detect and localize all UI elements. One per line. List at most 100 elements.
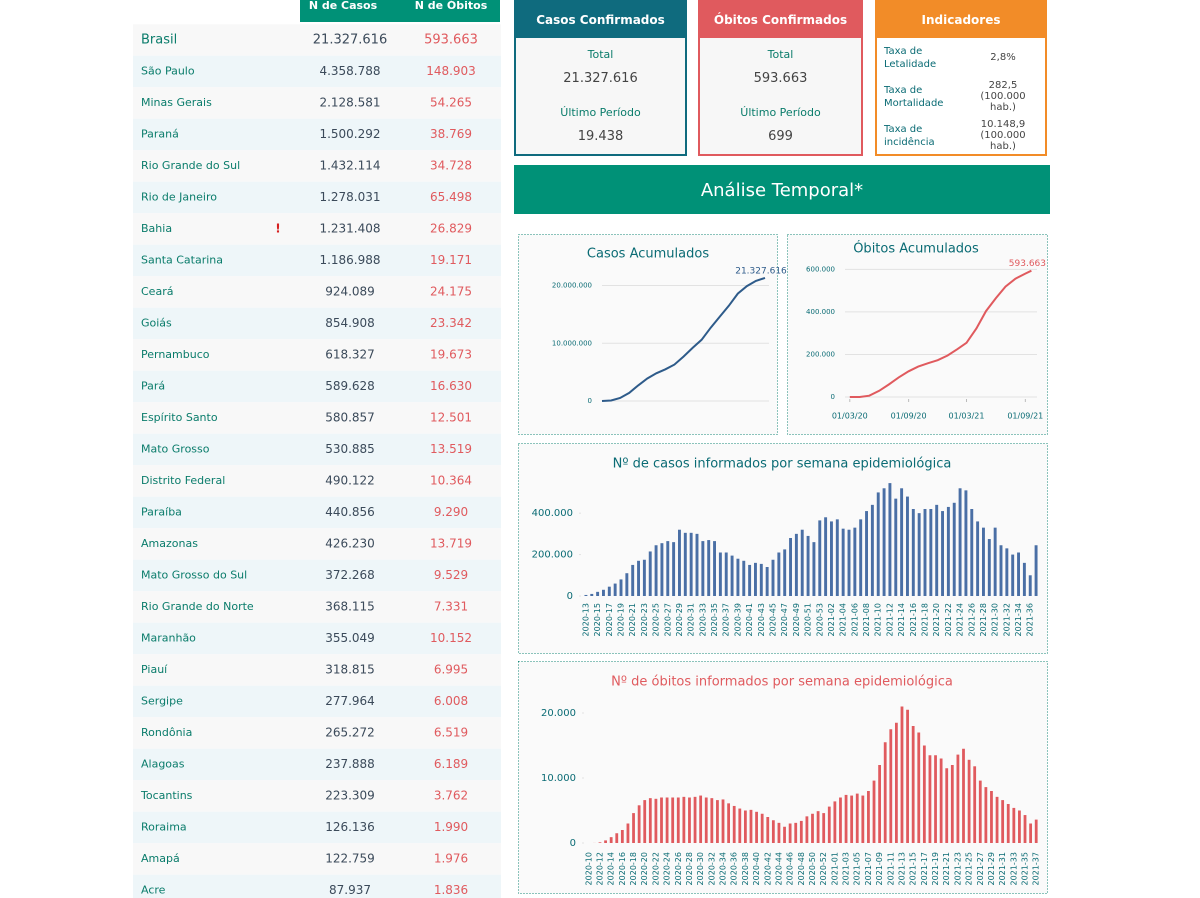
cases-cell: 1.432.114 — [319, 159, 380, 173]
bar — [841, 528, 845, 596]
bar — [710, 798, 714, 843]
bar — [811, 813, 814, 843]
row-bg — [133, 55, 501, 88]
cases-cell: 618.327 — [325, 348, 375, 362]
deaths-card: Óbitos Confirmados Total 593.663 Último … — [698, 0, 863, 156]
state-name: Bahia — [141, 222, 172, 235]
state-name: Mato Grosso — [141, 443, 210, 456]
bar — [882, 488, 886, 596]
bar — [950, 765, 954, 843]
bar — [1029, 823, 1033, 843]
bar — [935, 504, 939, 596]
bar — [805, 816, 809, 843]
row-bg — [133, 276, 501, 308]
bar — [777, 552, 781, 596]
state-name: Pará — [141, 380, 165, 393]
header-deaths[interactable]: N de Óbitos — [415, 0, 488, 12]
bar — [945, 768, 949, 843]
section-title: Análise Temporal* — [514, 165, 1050, 214]
bar — [816, 811, 820, 843]
cases-cell: 589.628 — [325, 379, 375, 393]
bar — [1005, 548, 1009, 596]
row-bg — [133, 244, 501, 277]
bar — [970, 509, 974, 596]
deaths-cell: 16.630 — [430, 379, 472, 393]
bar — [724, 552, 728, 596]
bar — [783, 826, 786, 843]
bar — [976, 521, 980, 596]
card-title: Casos Confirmados — [516, 0, 685, 38]
header-cases[interactable]: N de Casos — [309, 0, 378, 12]
bar — [609, 837, 613, 843]
y-tick-label: 200.000 — [806, 350, 835, 358]
x-tick-label: 2020-44 — [774, 852, 783, 885]
deaths-cell: 23.342 — [430, 316, 472, 330]
x-tick-label: 2020-26 — [674, 852, 683, 885]
deaths-cell: 1.976 — [434, 852, 468, 866]
bar — [888, 483, 892, 596]
x-tick-label: 01/09/20 — [891, 412, 927, 421]
row-bg — [133, 150, 501, 182]
state-name: Paraná — [141, 128, 179, 141]
row-bg — [133, 622, 501, 655]
x-tick-label: 2021-10 — [874, 603, 883, 636]
card-label: Total — [587, 48, 614, 61]
card-value: 21.327.616 — [563, 71, 638, 86]
y-tick-label: 0 — [567, 591, 573, 602]
x-tick-label: 2021-23 — [953, 852, 962, 885]
x-tick-label: 2021-20 — [932, 603, 941, 636]
bar — [800, 529, 804, 596]
x-tick-label: 2021-05 — [853, 852, 862, 885]
bar — [759, 563, 763, 596]
x-tick-label: 2020-49 — [792, 603, 801, 636]
bar — [917, 513, 921, 596]
y-tick-label: 20.000 — [541, 708, 576, 719]
deaths-cell: 6.519 — [434, 726, 468, 740]
bar — [598, 842, 602, 843]
cases-cell: 223.309 — [325, 789, 375, 803]
x-tick-label: 2020-22 — [651, 852, 660, 885]
bar — [928, 755, 932, 843]
card-value: 19.438 — [577, 129, 624, 144]
bar — [1001, 800, 1005, 843]
chart-box — [518, 661, 1048, 894]
bar — [632, 813, 635, 843]
row-bg — [133, 874, 501, 898]
x-tick-label: 2021-07 — [864, 852, 873, 885]
bar — [929, 509, 933, 596]
cases-cell: 265.272 — [325, 726, 375, 740]
row-bg — [133, 843, 501, 875]
y-tick-label: 20.000.000 — [552, 282, 592, 290]
annotation: 21.327.616 — [735, 266, 787, 276]
row-bg — [133, 307, 501, 340]
x-tick-label: 2020-19 — [617, 603, 626, 636]
bar — [716, 800, 719, 843]
bar — [900, 488, 904, 596]
x-tick-label: 2020-38 — [741, 852, 750, 885]
state-name: Ceará — [141, 285, 173, 298]
bar — [865, 511, 868, 596]
bar — [637, 805, 641, 843]
cases-cell: 122.759 — [325, 852, 375, 866]
cases-cell: 126.136 — [325, 820, 375, 834]
indicator-value: 282,5 (100.000 hab.) — [980, 80, 1026, 113]
bar — [732, 805, 736, 843]
bar — [688, 797, 691, 843]
x-tick-label: 2020-37 — [722, 603, 731, 636]
state-name: Acre — [141, 884, 166, 897]
bar — [962, 748, 965, 843]
bar — [794, 822, 798, 843]
bar — [789, 538, 792, 596]
x-tick-label: 2021-09 — [875, 852, 884, 885]
bar — [859, 519, 863, 596]
cases-cell: 854.908 — [325, 316, 375, 330]
bar — [1023, 815, 1027, 843]
deaths-cell: 10.364 — [430, 474, 472, 488]
row-bg — [133, 591, 501, 623]
chart-box — [518, 234, 778, 435]
bar — [748, 564, 752, 596]
card-value: 699 — [768, 129, 793, 144]
cases-cell: 237.888 — [325, 757, 375, 771]
cases-cell: 580.857 — [325, 411, 375, 425]
indicators-card: Indicadores Taxa de Letalidade 2,8% Taxa … — [875, 0, 1047, 156]
